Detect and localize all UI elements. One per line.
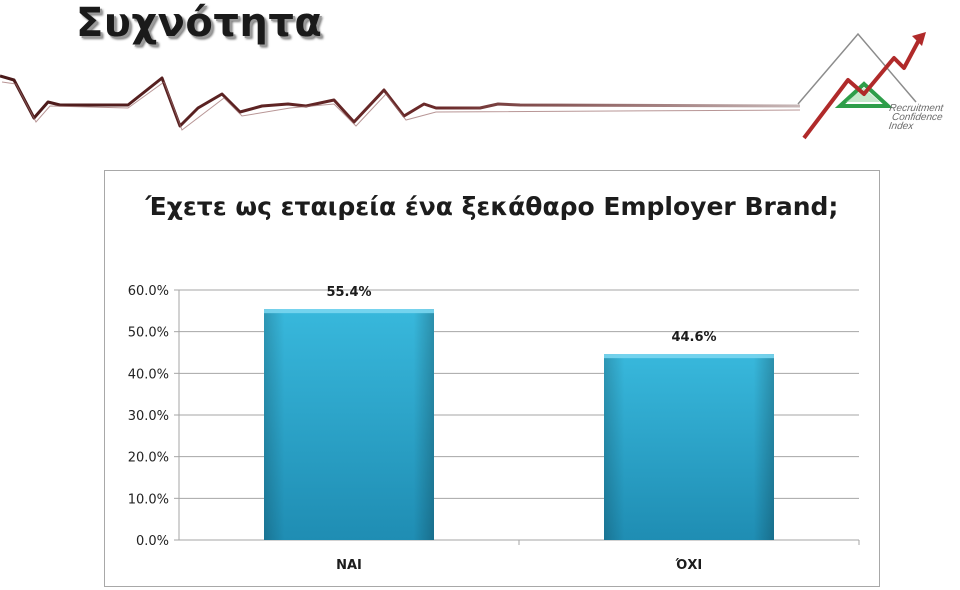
logo-text: Recruitment Confidence Index xyxy=(886,103,944,132)
x-tick-label: ΌΧΙ xyxy=(675,558,702,573)
bar-shading xyxy=(604,354,774,540)
y-tick-label: 40.0% xyxy=(128,367,169,382)
heartbeat-decoration xyxy=(0,74,800,131)
y-tick-label: 20.0% xyxy=(128,451,169,466)
data-label: 55.4% xyxy=(326,285,371,300)
slide-title: Συχνότητα xyxy=(76,0,323,46)
y-tick-label: 0.0% xyxy=(136,534,169,549)
chart-title: Έχετε ως εταιρεία ένα ξεκάθαρο Employer … xyxy=(145,192,839,221)
y-tick-label: 50.0% xyxy=(128,326,169,341)
chart-frame: Έχετε ως εταιρεία ένα ξεκάθαρο Employer … xyxy=(104,170,880,587)
bar-shading xyxy=(264,309,434,540)
rci-logo-icon xyxy=(797,32,926,140)
data-label: 44.6% xyxy=(671,330,716,345)
y-tick-label: 60.0% xyxy=(128,284,169,299)
y-tick-label: 30.0% xyxy=(128,409,169,424)
bar-top-highlight xyxy=(264,309,434,314)
logo-text-line3: Index xyxy=(887,121,914,132)
y-tick-label: 10.0% xyxy=(128,492,169,507)
bar-chart: 0.0% 10.0% 20.0% 30.0% 40.0% 50.0% 60.0% 55.4% Ν… xyxy=(128,284,860,573)
bar-top-highlight xyxy=(604,354,774,359)
x-tick-label: ΝΑΙ xyxy=(336,558,362,573)
